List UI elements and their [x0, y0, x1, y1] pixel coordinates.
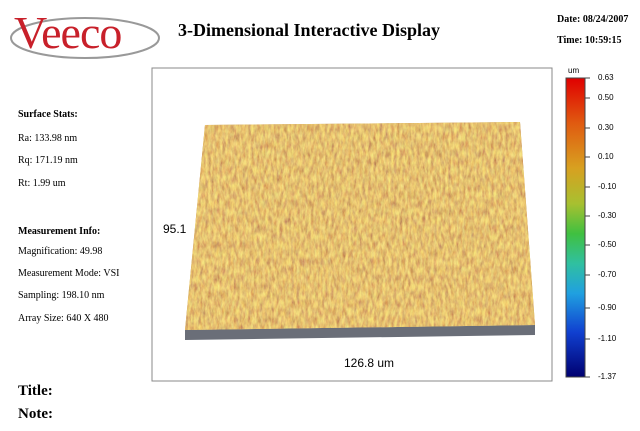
logo: Veeco — [14, 7, 122, 58]
y-extent: 95.1 — [163, 222, 187, 236]
surface-texture — [185, 122, 535, 330]
colorbar-label: 0.63 — [598, 73, 614, 82]
footer-note: Note: — [18, 406, 53, 422]
info-item: Array Size: 640 X 480 — [18, 313, 109, 324]
colorbar — [565, 77, 586, 378]
x-extent: 126.8 um — [344, 356, 395, 370]
colorbar-label: -0.70 — [598, 270, 617, 279]
colorbar-label: -0.50 — [598, 240, 617, 249]
time: Time: 10:59:15 — [557, 35, 622, 46]
colorbar-label: -0.30 — [598, 211, 617, 220]
colorbar-label: 0.50 — [598, 93, 614, 102]
stat-item: Rt: 1.99 um — [18, 178, 66, 189]
info-item: Magnification: 49.98 — [18, 246, 103, 257]
colorbar-label: 0.30 — [598, 123, 614, 132]
title: 3-Dimensional Interactive Display — [178, 20, 440, 40]
section-heading: Surface Stats: — [18, 109, 78, 120]
date: Date: 08/24/2007 — [557, 14, 629, 25]
stat-item: Rq: 171.19 nm — [18, 155, 78, 166]
logo-swoosh — [10, 17, 160, 59]
colorbar-label: -1.10 — [598, 334, 617, 343]
colorbar-label: -0.90 — [598, 303, 617, 312]
stat-item: Ra: 133.98 nm — [18, 133, 78, 144]
colorbar-label: 0.10 — [598, 152, 614, 161]
info-item: Measurement Mode: VSI — [18, 268, 120, 279]
info-item: Sampling: 198.10 nm — [18, 290, 105, 301]
colorbar-unit: um — [568, 66, 580, 75]
colorbar-label: -0.10 — [598, 182, 617, 191]
footer-title: Title: — [18, 383, 53, 399]
section-heading: Measurement Info: — [18, 226, 101, 237]
colorbar-label: -1.37 — [598, 372, 617, 381]
plot-frame — [151, 67, 553, 382]
